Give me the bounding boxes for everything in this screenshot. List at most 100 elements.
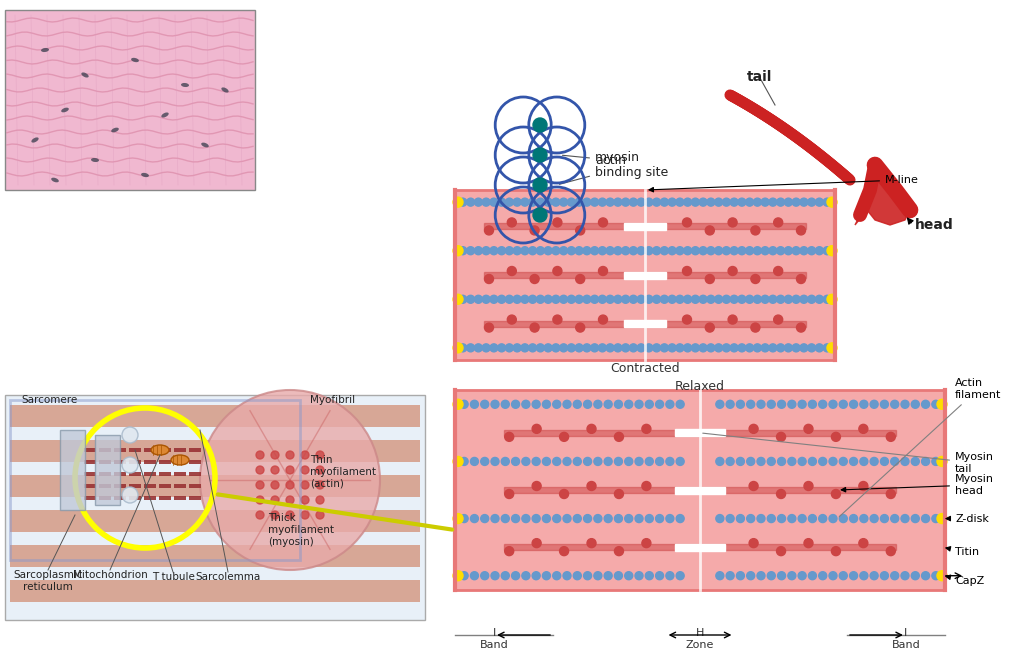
Bar [504, 544, 896, 550]
Circle shape [860, 572, 868, 579]
Circle shape [598, 198, 606, 206]
Bar [675, 430, 725, 436]
Circle shape [606, 198, 614, 206]
Circle shape [560, 344, 567, 352]
Circle shape [901, 458, 909, 465]
Circle shape [901, 514, 909, 523]
Circle shape [769, 247, 777, 255]
Bar [474, 321, 816, 326]
Bar [504, 487, 896, 493]
Circle shape [891, 572, 899, 579]
Circle shape [726, 458, 734, 465]
Circle shape [614, 432, 624, 441]
Circle shape [797, 323, 806, 332]
Circle shape [660, 296, 669, 303]
Circle shape [502, 514, 509, 523]
Bar [174, 484, 186, 488]
Circle shape [482, 247, 490, 255]
Circle shape [683, 315, 691, 324]
Circle shape [798, 400, 806, 408]
Circle shape [482, 296, 490, 303]
Circle shape [567, 296, 575, 303]
Circle shape [543, 572, 551, 579]
Circle shape [460, 572, 468, 579]
Circle shape [480, 572, 488, 579]
Bar [495, 545, 906, 549]
Circle shape [881, 514, 889, 523]
Circle shape [573, 400, 582, 408]
Bar [159, 484, 171, 488]
Circle shape [745, 247, 754, 255]
Circle shape [645, 572, 653, 579]
Circle shape [776, 198, 784, 206]
Circle shape [506, 296, 513, 303]
Bar [114, 460, 126, 464]
Bar [99, 484, 111, 488]
Circle shape [800, 296, 808, 303]
Circle shape [507, 218, 516, 227]
Circle shape [286, 496, 294, 504]
Ellipse shape [181, 83, 189, 87]
Circle shape [484, 323, 494, 332]
Circle shape [512, 572, 519, 579]
Circle shape [827, 294, 837, 304]
Circle shape [722, 344, 730, 352]
Circle shape [776, 547, 785, 556]
Bar [99, 448, 111, 452]
Circle shape [583, 198, 591, 206]
Circle shape [932, 400, 940, 408]
Circle shape [530, 323, 539, 332]
Circle shape [808, 400, 816, 408]
Circle shape [840, 458, 847, 465]
Circle shape [937, 456, 947, 466]
Circle shape [859, 538, 868, 547]
Circle shape [887, 432, 895, 441]
Circle shape [316, 451, 324, 459]
Circle shape [559, 432, 568, 441]
Circle shape [787, 514, 796, 523]
Circle shape [831, 547, 841, 556]
Text: Thick
myofilament
(myosin): Thick myofilament (myosin) [268, 514, 334, 547]
Circle shape [614, 572, 623, 579]
Circle shape [598, 266, 607, 275]
Circle shape [754, 344, 762, 352]
Circle shape [521, 344, 528, 352]
Circle shape [728, 315, 737, 324]
Circle shape [573, 572, 582, 579]
Circle shape [490, 458, 499, 465]
Circle shape [645, 514, 653, 523]
Bar [174, 460, 186, 464]
Circle shape [271, 511, 279, 519]
Circle shape [606, 344, 614, 352]
Circle shape [553, 315, 562, 324]
Circle shape [840, 572, 847, 579]
Ellipse shape [41, 48, 49, 52]
Circle shape [738, 344, 745, 352]
Circle shape [827, 343, 837, 353]
Circle shape [767, 572, 775, 579]
Circle shape [453, 343, 463, 353]
Circle shape [922, 572, 930, 579]
Circle shape [583, 247, 591, 255]
Circle shape [532, 458, 540, 465]
Circle shape [614, 458, 623, 465]
Text: myosin
binding site: myosin binding site [559, 151, 669, 184]
Circle shape [459, 198, 467, 206]
Circle shape [460, 400, 468, 408]
Bar [625, 271, 666, 279]
Circle shape [507, 266, 516, 275]
Circle shape [502, 572, 509, 579]
Circle shape [630, 344, 637, 352]
Circle shape [860, 514, 868, 523]
Circle shape [553, 400, 561, 408]
Circle shape [655, 514, 664, 523]
Circle shape [668, 296, 676, 303]
Text: tail: tail [748, 70, 773, 84]
Circle shape [776, 296, 784, 303]
Circle shape [730, 247, 738, 255]
Circle shape [271, 496, 279, 504]
Text: Sarcomere: Sarcomere [22, 395, 78, 405]
Circle shape [594, 400, 602, 408]
Circle shape [507, 315, 516, 324]
Bar [189, 496, 201, 500]
